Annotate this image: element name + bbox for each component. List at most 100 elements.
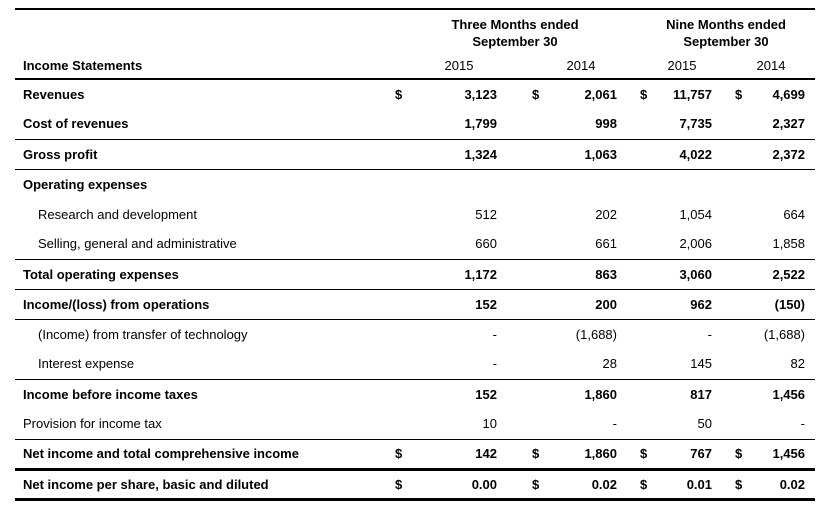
year-column-header: 2015 [444,58,474,73]
value-cell: - [492,356,497,372]
currency-symbol [637,319,662,349]
currency-symbol: $ [532,87,540,102]
row-label: Operating expenses [23,176,148,192]
currency-symbol [727,349,755,379]
value-cell: 28 [602,356,617,372]
currency-symbol [727,199,755,229]
col-group-subtitle: September 30 [683,34,769,49]
value-cell: 2,372 [772,146,806,162]
currency-symbol [727,379,755,409]
currency-symbol: $ [735,87,743,102]
row-label: Interest expense [38,356,135,372]
value-cell: (150) [774,296,806,312]
value-cell: 7,735 [679,116,712,132]
table-row: Provision for income tax 10 - 50 - [15,409,816,439]
value-cell: 2,522 [772,266,806,282]
row-header-income-statements: Income Statements [23,58,143,73]
value-cell: 152 [475,296,497,312]
corner-cell [15,9,393,55]
value-cell: 0.00 [471,476,497,492]
row-label: Selling, general and administrative [38,236,237,252]
value-cell: 2,006 [679,236,712,252]
value-cell: - [492,326,497,342]
currency-symbol: $ [395,87,403,102]
value-cell: 0.02 [779,476,806,492]
currency-symbol [393,319,415,349]
table-row: Gross profit 1,324 1,063 4,022 2,372 [15,139,816,169]
currency-symbol [637,349,662,379]
value-cell: 200 [595,296,617,312]
currency-symbol [393,199,415,229]
currency-symbol: $ [640,476,648,492]
row-label: Gross profit [23,146,98,162]
value-cell [550,169,637,199]
table-row: Revenues $3,123 $2,061 $11,757 $4,699 [15,79,815,109]
currency-symbol [727,229,755,259]
currency-symbol [393,379,415,409]
currency-symbol [525,169,550,199]
currency-symbol [393,259,415,289]
value-cell: 50 [697,416,712,432]
currency-symbol [525,199,550,229]
currency-symbol [727,289,755,319]
value-cell: 661 [595,236,617,252]
currency-symbol [637,229,662,259]
currency-symbol [637,409,662,439]
value-cell [662,169,727,199]
value-cell: 10 [482,416,497,432]
year-header-row: Income Statements 2015 2014 2015 2014 [15,55,816,79]
currency-symbol: $ [532,446,540,461]
column-group-header-row: Three Months ended September 30 Nine Mon… [15,9,815,55]
currency-symbol: $ [532,476,540,492]
value-cell: - [800,416,806,432]
currency-symbol [525,109,550,139]
table-row: Operating expenses [15,169,815,199]
currency-symbol [637,139,662,169]
value-cell: 1,172 [464,266,497,282]
value-cell: 2,327 [772,116,806,132]
value-cell: 1,054 [679,206,712,222]
value-cell: 145 [690,356,712,372]
row-label: Income before income taxes [23,386,198,402]
currency-symbol [637,289,662,319]
col-group-title: Nine Months ended [666,17,786,32]
currency-symbol [525,349,550,379]
currency-symbol [393,409,415,439]
value-cell: 1,456 [772,386,806,402]
row-label: Revenues [23,87,85,102]
value-cell: 1,860 [584,446,617,461]
year-column-header: 2014 [756,58,786,73]
currency-symbol [525,259,550,289]
currency-symbol [727,169,755,199]
col-group-title: Three Months ended [451,17,579,32]
currency-symbol: $ [735,446,743,461]
row-label: Cost of revenues [23,116,129,132]
currency-symbol [727,139,755,169]
value-cell: 863 [595,266,617,282]
statement-rows: Revenues $3,123 $2,061 $11,757 $4,699 Cost of… [15,79,816,499]
row-label: Total operating expenses [23,266,179,282]
value-cell: 1,063 [584,146,617,162]
value-cell: 1,456 [772,446,806,461]
value-cell: 82 [790,356,806,372]
table-row: Income before income taxes 152 1,860 817 1,4… [15,379,815,409]
table-row: Selling, general and administrative 660 66… [15,229,816,259]
currency-symbol [727,319,755,349]
value-cell: 664 [783,206,806,222]
currency-symbol [393,349,415,379]
currency-symbol [393,109,415,139]
currency-symbol [393,229,415,259]
table-row: Research and development 512 202 1,054 664 [15,199,815,229]
value-cell: 1,860 [584,386,617,402]
currency-symbol [525,289,550,319]
currency-symbol [525,409,550,439]
value-cell: 2,061 [584,87,617,102]
col-group-nine-months: Nine Months ended September 30 [637,9,815,55]
table-row: Interest expense - 28 145 82 [15,349,816,379]
value-cell: - [612,416,617,432]
currency-symbol [393,289,415,319]
value-cell: 817 [690,386,712,402]
currency-symbol: $ [735,476,743,492]
value-cell: 1,799 [464,116,497,132]
